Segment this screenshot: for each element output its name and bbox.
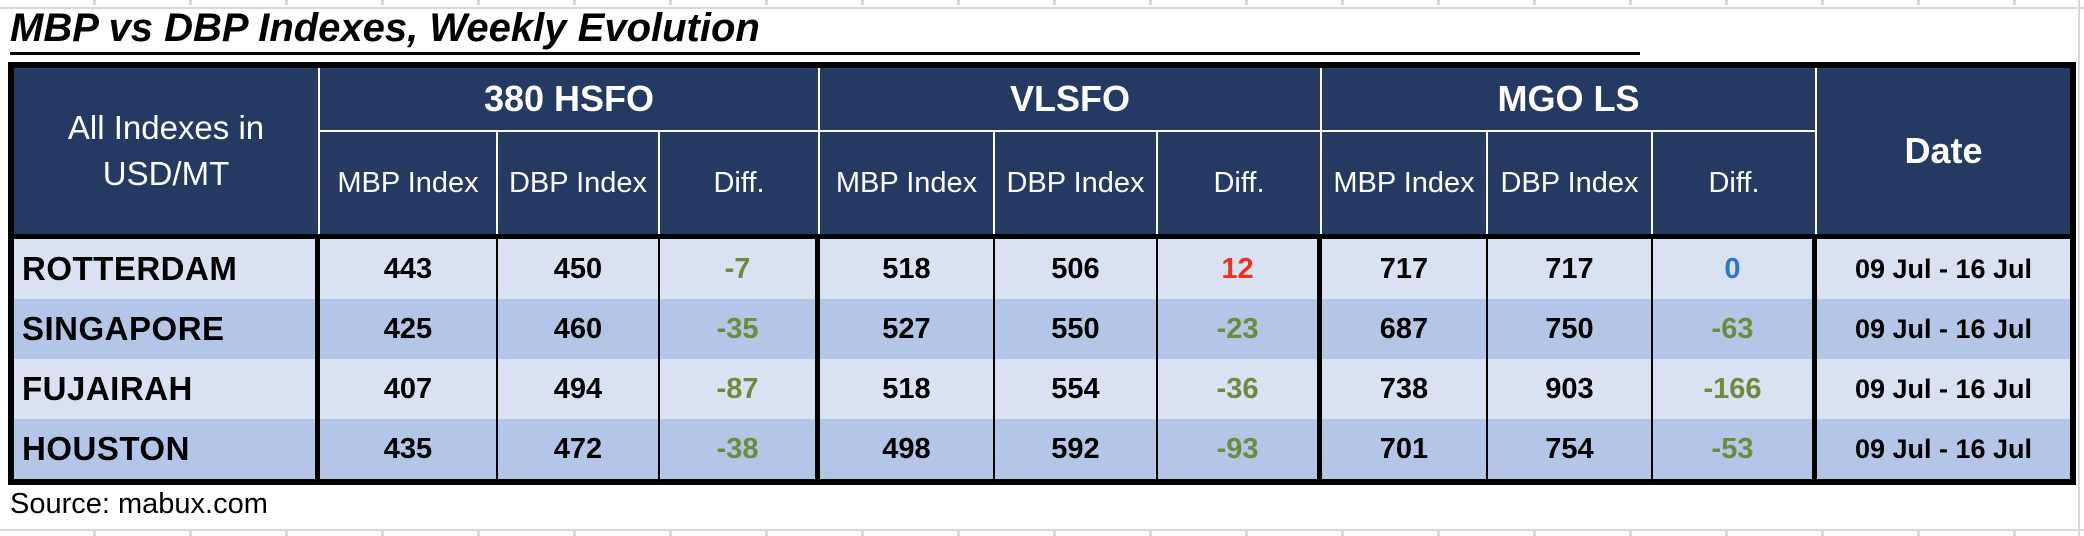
port-name: SINGAPORE: [14, 299, 320, 359]
subheader-hsfo-mbp: MBP Index: [320, 132, 498, 234]
date-value: 09 Jul - 16 Jul: [1854, 373, 2033, 404]
source-attribution: Source: mabux.com: [10, 488, 268, 520]
corner-header-line2: USD/MT: [102, 155, 230, 192]
gridline: [2078, 0, 2080, 536]
date-column-header: Date: [1904, 130, 1983, 171]
mgo-dbp-value: 754: [1488, 419, 1653, 479]
table-row: FUJAIRAH 407 494 -87 518 554 -36 738 903…: [14, 359, 2070, 419]
table-header: All Indexes in USD/MT 380 HSFO VLSFO MGO…: [14, 68, 2070, 239]
gridline: [0, 0, 2084, 5]
date-value: 09 Jul - 16 Jul: [1854, 313, 2033, 344]
vlsfo-diff-value: 12: [1158, 239, 1322, 299]
vlsfo-dbp-value: 554: [995, 359, 1158, 419]
group-header-vlsfo: VLSFO: [820, 68, 1322, 132]
gridline: [0, 531, 2084, 536]
hsfo-dbp-value: 472: [498, 419, 660, 479]
vlsfo-dbp-value: 592: [995, 419, 1158, 479]
mgo-dbp-value: 750: [1488, 299, 1653, 359]
hsfo-mbp-value: 425: [320, 299, 498, 359]
mgo-dbp-value: 717: [1488, 239, 1653, 299]
hsfo-dbp-value: 494: [498, 359, 660, 419]
subheader-mgo-mbp: MBP Index: [1322, 132, 1488, 234]
subheader-hsfo-dbp: DBP Index: [498, 132, 660, 234]
table-row: SINGAPORE 425 460 -35 527 550 -23 687 75…: [14, 299, 2070, 359]
hsfo-mbp-value: 443: [320, 239, 498, 299]
mgo-diff-value: 0: [1653, 239, 1817, 299]
subheader-mgo-diff: Diff.: [1653, 132, 1817, 234]
mgo-diff-value: -63: [1653, 299, 1817, 359]
subheader-mgo-dbp: DBP Index: [1488, 132, 1653, 234]
hsfo-diff-value: -7: [660, 239, 820, 299]
mgo-mbp-value: 701: [1322, 419, 1488, 479]
bunker-index-table: All Indexes in USD/MT 380 HSFO VLSFO MGO…: [8, 62, 2076, 485]
vlsfo-mbp-value: 498: [820, 419, 995, 479]
subheader-vlsfo-mbp: MBP Index: [820, 132, 995, 234]
mgo-dbp-value: 903: [1488, 359, 1653, 419]
vlsfo-mbp-value: 527: [820, 299, 995, 359]
port-name: ROTTERDAM: [14, 239, 320, 299]
mgo-mbp-value: 717: [1322, 239, 1488, 299]
port-name: FUJAIRAH: [14, 359, 320, 419]
mgo-mbp-value: 738: [1322, 359, 1488, 419]
vlsfo-diff-value: -93: [1158, 419, 1322, 479]
hsfo-diff-value: -87: [660, 359, 820, 419]
hsfo-diff-value: -38: [660, 419, 820, 479]
page-title: MBP vs DBP Indexes, Weekly Evolution: [10, 6, 1640, 55]
date-value: 09 Jul - 16 Jul: [1854, 433, 2033, 464]
hsfo-diff-value: -35: [660, 299, 820, 359]
vlsfo-mbp-value: 518: [820, 359, 995, 419]
hsfo-mbp-value: 435: [320, 419, 498, 479]
vlsfo-diff-value: -23: [1158, 299, 1322, 359]
hsfo-mbp-value: 407: [320, 359, 498, 419]
gridline: [0, 529, 2084, 531]
gridline: [0, 7, 2084, 9]
mgo-mbp-value: 687: [1322, 299, 1488, 359]
mgo-diff-value: -53: [1653, 419, 1817, 479]
hsfo-dbp-value: 460: [498, 299, 660, 359]
group-header-mgols: MGO LS: [1322, 68, 1817, 132]
subheader-vlsfo-dbp: DBP Index: [995, 132, 1158, 234]
table-row: ROTTERDAM 443 450 -7 518 506 12 717 717 …: [14, 239, 2070, 299]
vlsfo-dbp-value: 506: [995, 239, 1158, 299]
mgo-diff-value: -166: [1653, 359, 1817, 419]
subheader-vlsfo-diff: Diff.: [1158, 132, 1322, 234]
group-header-380hsfo: 380 HSFO: [320, 68, 820, 132]
hsfo-dbp-value: 450: [498, 239, 660, 299]
date-value: 09 Jul - 16 Jul: [1854, 253, 2033, 284]
table-row: HOUSTON 435 472 -38 498 592 -93 701 754 …: [14, 419, 2070, 479]
corner-header-line1: All Indexes in: [67, 109, 265, 146]
port-name: HOUSTON: [14, 419, 320, 479]
vlsfo-dbp-value: 550: [995, 299, 1158, 359]
vlsfo-mbp-value: 518: [820, 239, 995, 299]
vlsfo-diff-value: -36: [1158, 359, 1322, 419]
subheader-hsfo-diff: Diff.: [660, 132, 820, 234]
corner-header: All Indexes in USD/MT: [14, 68, 320, 234]
